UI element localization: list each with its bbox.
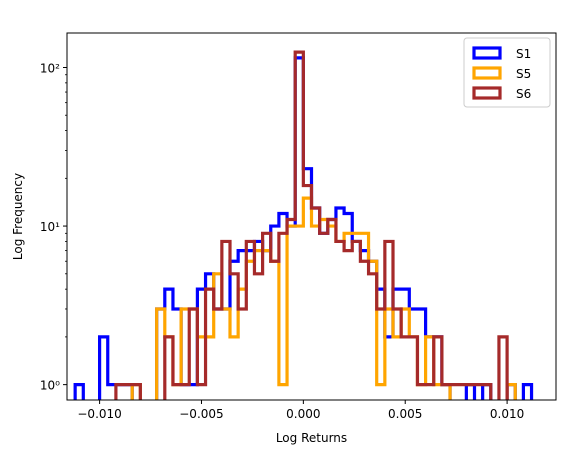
x-axis-label: Log Returns <box>276 431 347 445</box>
histogram-step-S5-1 <box>155 196 452 400</box>
series-layer <box>73 50 534 400</box>
x-tick-label: −0.010 <box>77 407 121 421</box>
axes-layer: −0.010 −0.005 0.000 0.005 0.010 10⁰ 10¹ 10² <box>40 32 557 421</box>
series-S6 <box>114 50 509 400</box>
legend-box <box>463 37 551 108</box>
legend: S1 S5 S6 <box>463 37 551 108</box>
y-tick-label: 10¹ <box>40 220 60 234</box>
x-tick-label: 0.000 <box>286 407 320 421</box>
histogram-step-S6-1 <box>163 50 493 400</box>
histogram-step-S6-2 <box>497 335 509 400</box>
legend-swatch-S5 <box>472 66 502 80</box>
histogram-step-S1-3 <box>464 383 477 400</box>
legend-swatch-S1 <box>472 46 502 60</box>
y-axis-label: Log Frequency <box>11 173 25 260</box>
histogram-step-S1-0 <box>73 383 85 400</box>
plot-frame <box>66 32 557 401</box>
x-tick-label: −0.005 <box>179 407 223 421</box>
histogram-step-S6-0 <box>114 383 142 400</box>
legend-swatch-S6 <box>472 86 502 100</box>
x-tick-label: 0.010 <box>490 407 524 421</box>
y-tick-label: 10⁰ <box>40 379 60 393</box>
y-tick-label: 10² <box>40 61 60 75</box>
legend-label-S5: S5 <box>516 67 531 81</box>
legend-label-S1: S1 <box>516 47 531 61</box>
histogram-step-S1-6 <box>521 383 534 400</box>
legend-label-S6: S6 <box>516 87 531 101</box>
x-tick-label: 0.005 <box>388 407 422 421</box>
